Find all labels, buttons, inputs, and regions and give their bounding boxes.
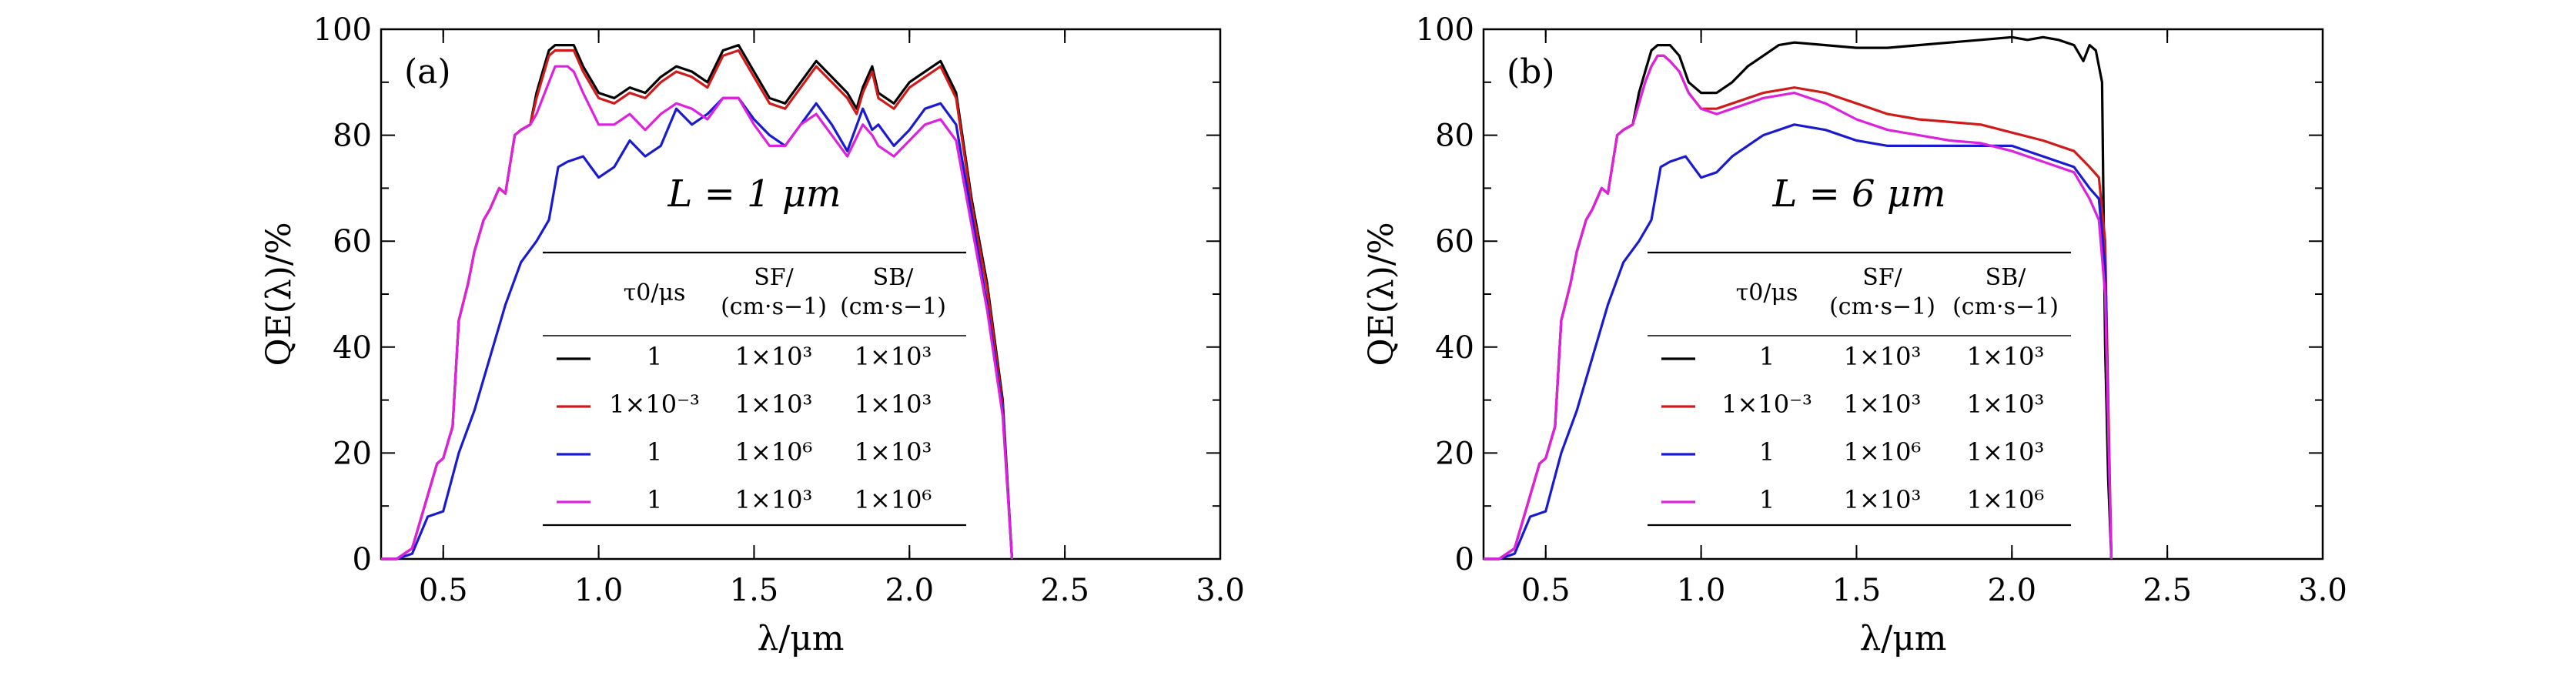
table-header-unit: (cm·s−1) — [1829, 293, 1935, 320]
series-line-3 — [381, 96, 1014, 561]
table-cell: 1 — [1759, 437, 1775, 467]
x-tick-label: 2.5 — [1040, 573, 1089, 608]
series-line-4 — [381, 65, 1014, 561]
table-header: SB/ — [1986, 264, 2027, 291]
table-header: SF/ — [1862, 264, 1902, 291]
series-line-4 — [1484, 54, 2113, 561]
y-tick-label: 0 — [1455, 542, 1474, 577]
table-cell: 1×10³ — [1844, 342, 1922, 371]
table-cell: 1×10⁶ — [1967, 485, 2045, 514]
x-tick-label: 2.0 — [885, 573, 934, 608]
y-tick-label: 40 — [333, 330, 372, 366]
y-tick-label: 0 — [353, 542, 372, 577]
y-tick-label: 20 — [1435, 436, 1474, 471]
y-tick-label: 20 — [333, 436, 372, 471]
y-tick-label: 60 — [1435, 224, 1474, 259]
x-tick-label: 1.0 — [1677, 573, 1726, 608]
table-header-unit: (cm·s−1) — [1952, 293, 2059, 320]
x-tick-label: 0.5 — [1521, 573, 1571, 608]
table-cell: 1×10⁻³ — [1721, 390, 1812, 419]
y-axis-label: QE(λ)/% — [1362, 222, 1401, 366]
panel-label: (a) — [404, 52, 451, 92]
y-axis-label: QE(λ)/% — [259, 222, 299, 366]
table-cell: 1×10³ — [855, 437, 932, 467]
x-tick-label: 1.0 — [574, 573, 624, 608]
table-cell: 1×10³ — [1967, 342, 2045, 371]
table-cell: 1×10³ — [1967, 437, 2045, 467]
x-axis-label: λ/μm — [757, 619, 844, 658]
thickness-annotation: L = 6 μm — [1771, 172, 1945, 216]
y-tick-label: 80 — [333, 119, 372, 154]
table-cell: 1×10⁶ — [735, 437, 813, 467]
x-tick-label: 3.0 — [1196, 573, 1245, 608]
table-cell: 1×10³ — [735, 485, 813, 514]
table-header: τ0/μs — [624, 279, 686, 306]
table-cell: 1×10³ — [735, 390, 813, 419]
table-cell: 1×10⁶ — [855, 485, 932, 514]
table-header-unit: (cm·s−1) — [840, 293, 946, 320]
table-header: SF/ — [754, 264, 794, 291]
table-header-unit: (cm·s−1) — [721, 293, 827, 320]
panel-label: (b) — [1507, 52, 1555, 92]
table-cell: 1×10⁶ — [1844, 437, 1922, 467]
y-tick-label: 40 — [1435, 330, 1474, 366]
x-axis-label: λ/μm — [1859, 619, 1946, 658]
table-cell: 1×10³ — [735, 342, 813, 371]
thickness-annotation: L = 1 μm — [667, 172, 841, 216]
y-tick-label: 100 — [313, 12, 372, 48]
panel-b: 0.5 1.0 1.5 2.0 2.5 3.0 0 20 40 60 80 100 λ/μm QE(λ)/… — [1362, 12, 2347, 658]
x-tick-label: 1.5 — [1832, 573, 1882, 608]
x-tick-label: 3.0 — [2298, 573, 2347, 608]
table-cell: 1 — [1759, 485, 1775, 514]
table-cell: 1 — [647, 485, 662, 514]
table-header: SB/ — [873, 264, 915, 291]
x-tick-label: 0.5 — [419, 573, 468, 608]
x-tick-label: 2.0 — [1987, 573, 2036, 608]
table-cell: 1 — [647, 342, 662, 371]
y-tick-label: 100 — [1416, 12, 1474, 48]
table-cell: 1×10³ — [855, 390, 932, 419]
table-cell: 1 — [647, 437, 662, 467]
table-cell: 1×10³ — [855, 342, 932, 371]
table-cell: 1×10³ — [1844, 390, 1922, 419]
table-cell: 1×10⁻³ — [609, 390, 700, 419]
series-line-3 — [1484, 123, 2113, 561]
x-tick-label: 1.5 — [730, 573, 779, 608]
panel-a: 0.5 1.0 1.5 2.0 2.5 3.0 0 20 40 60 80 100 λ/μm QE(λ)/… — [259, 12, 1245, 658]
table-header: τ0/μs — [1736, 279, 1798, 306]
x-tick-label: 2.5 — [2143, 573, 2192, 608]
table-cell: 1 — [1759, 342, 1775, 371]
table-cell: 1×10³ — [1967, 390, 2045, 419]
y-tick-label: 80 — [1435, 119, 1474, 154]
table-cell: 1×10³ — [1844, 485, 1922, 514]
y-tick-label: 60 — [333, 224, 372, 259]
